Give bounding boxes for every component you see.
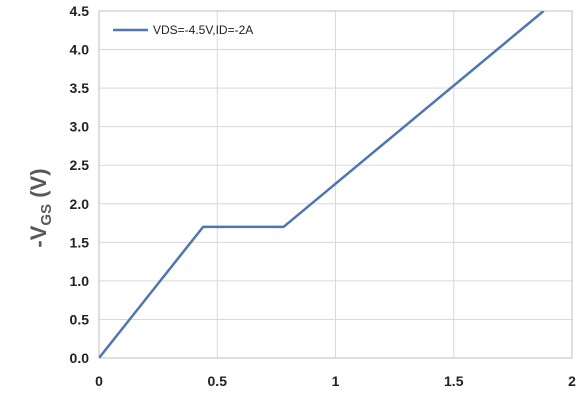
y-tick-label: 0.5: [70, 311, 90, 327]
x-tick-label: 2: [568, 373, 576, 389]
x-tick-label: 1.5: [444, 373, 464, 389]
y-axis-label: -VGS (V): [26, 168, 55, 247]
series-layer: [99, 11, 545, 358]
x-tick-label: 1: [332, 373, 340, 389]
legend: VDS=-4.5V,ID=-2A: [113, 23, 253, 37]
y-tick-label: 0.0: [70, 350, 90, 366]
y-tick-label: 1.5: [70, 234, 90, 250]
x-tick-label: 0: [95, 373, 103, 389]
y-tick-label: 2.0: [70, 196, 90, 212]
legend-label: VDS=-4.5V,ID=-2A: [153, 23, 253, 37]
y-tick-label: 1.0: [70, 273, 90, 289]
y-tick-label: 4.5: [70, 3, 90, 19]
y-tick-label: 4.0: [70, 42, 90, 58]
x-tick-label: 0.5: [208, 373, 228, 389]
series-line: [99, 11, 545, 358]
axes: [98, 10, 573, 359]
y-tick-label: 2.5: [70, 157, 90, 173]
y-tick-labels: 0.0 0.5 1.0 1.5 2.0 2.5 3.0 3.5 4.0 4.5: [70, 3, 90, 366]
plot-border: [98, 10, 573, 359]
x-tick-labels: 0 0.5 1 1.5 2: [95, 373, 576, 389]
y-tick-label: 3.0: [70, 119, 90, 135]
y-tick-label: 3.5: [70, 80, 90, 96]
